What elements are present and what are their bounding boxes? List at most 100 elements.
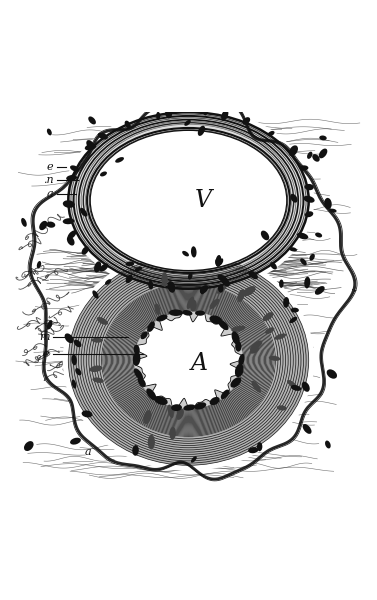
Ellipse shape [201, 104, 208, 115]
Ellipse shape [235, 341, 241, 352]
Text: e: e [43, 349, 49, 359]
Ellipse shape [218, 275, 228, 283]
Ellipse shape [305, 184, 314, 190]
Ellipse shape [242, 117, 250, 125]
Ellipse shape [80, 208, 87, 217]
Ellipse shape [74, 340, 81, 347]
Ellipse shape [210, 316, 222, 324]
Ellipse shape [100, 263, 108, 272]
Ellipse shape [325, 440, 331, 448]
Ellipse shape [265, 328, 274, 334]
Ellipse shape [154, 396, 168, 405]
Ellipse shape [300, 258, 307, 265]
Ellipse shape [68, 112, 309, 289]
Ellipse shape [218, 320, 228, 330]
Ellipse shape [47, 128, 52, 136]
Ellipse shape [237, 289, 245, 302]
Ellipse shape [277, 406, 287, 410]
Ellipse shape [221, 110, 228, 121]
Ellipse shape [92, 338, 103, 343]
Ellipse shape [230, 377, 241, 388]
Ellipse shape [81, 410, 92, 418]
Ellipse shape [283, 297, 289, 308]
Ellipse shape [190, 299, 196, 311]
Ellipse shape [183, 404, 196, 410]
Ellipse shape [97, 317, 108, 325]
Ellipse shape [81, 247, 89, 255]
Ellipse shape [68, 255, 309, 465]
Ellipse shape [182, 310, 192, 316]
Ellipse shape [86, 140, 95, 149]
Ellipse shape [161, 272, 168, 287]
Ellipse shape [274, 334, 286, 340]
Ellipse shape [148, 281, 153, 290]
Ellipse shape [297, 233, 308, 239]
Ellipse shape [169, 427, 176, 440]
Ellipse shape [100, 172, 107, 176]
Ellipse shape [324, 198, 332, 209]
Ellipse shape [307, 152, 313, 159]
Ellipse shape [216, 255, 221, 267]
Ellipse shape [287, 380, 297, 389]
Ellipse shape [221, 389, 229, 399]
Ellipse shape [221, 277, 230, 287]
Ellipse shape [92, 290, 99, 299]
Ellipse shape [63, 200, 75, 208]
Ellipse shape [167, 281, 175, 293]
Ellipse shape [37, 261, 41, 268]
Ellipse shape [327, 370, 337, 379]
Ellipse shape [148, 434, 155, 449]
Ellipse shape [200, 285, 208, 293]
Ellipse shape [134, 344, 140, 355]
Ellipse shape [187, 296, 194, 309]
Ellipse shape [67, 230, 77, 239]
Ellipse shape [257, 442, 262, 451]
Ellipse shape [146, 388, 156, 400]
Ellipse shape [248, 271, 258, 279]
Ellipse shape [63, 218, 74, 224]
Ellipse shape [143, 410, 152, 424]
Ellipse shape [88, 116, 96, 124]
Ellipse shape [147, 322, 155, 332]
Ellipse shape [218, 259, 223, 265]
Ellipse shape [46, 221, 55, 228]
Ellipse shape [269, 356, 280, 361]
Ellipse shape [134, 368, 143, 380]
Ellipse shape [268, 131, 274, 136]
Ellipse shape [135, 267, 142, 272]
Ellipse shape [156, 314, 167, 322]
Text: a: a [47, 189, 53, 199]
Ellipse shape [250, 340, 262, 351]
Ellipse shape [195, 311, 205, 316]
Ellipse shape [176, 409, 184, 420]
Text: V: V [195, 189, 212, 212]
Ellipse shape [299, 166, 308, 170]
Text: e: e [47, 163, 53, 172]
Ellipse shape [92, 377, 104, 383]
Ellipse shape [231, 331, 240, 344]
Ellipse shape [290, 194, 297, 203]
Polygon shape [134, 311, 243, 409]
Ellipse shape [238, 354, 245, 366]
Ellipse shape [279, 280, 284, 288]
Ellipse shape [156, 112, 160, 120]
Ellipse shape [310, 254, 315, 260]
Ellipse shape [305, 211, 313, 217]
Ellipse shape [91, 131, 286, 270]
Polygon shape [31, 96, 355, 479]
Ellipse shape [67, 236, 75, 245]
Ellipse shape [291, 385, 301, 391]
Ellipse shape [70, 116, 307, 285]
Ellipse shape [47, 320, 52, 329]
Ellipse shape [138, 377, 146, 387]
Ellipse shape [243, 286, 256, 296]
Ellipse shape [39, 221, 48, 230]
Ellipse shape [24, 441, 34, 451]
Ellipse shape [126, 275, 132, 283]
Ellipse shape [319, 136, 327, 140]
Ellipse shape [290, 317, 297, 323]
Ellipse shape [133, 352, 140, 366]
Ellipse shape [132, 445, 139, 456]
Ellipse shape [115, 157, 124, 163]
Ellipse shape [64, 334, 74, 343]
